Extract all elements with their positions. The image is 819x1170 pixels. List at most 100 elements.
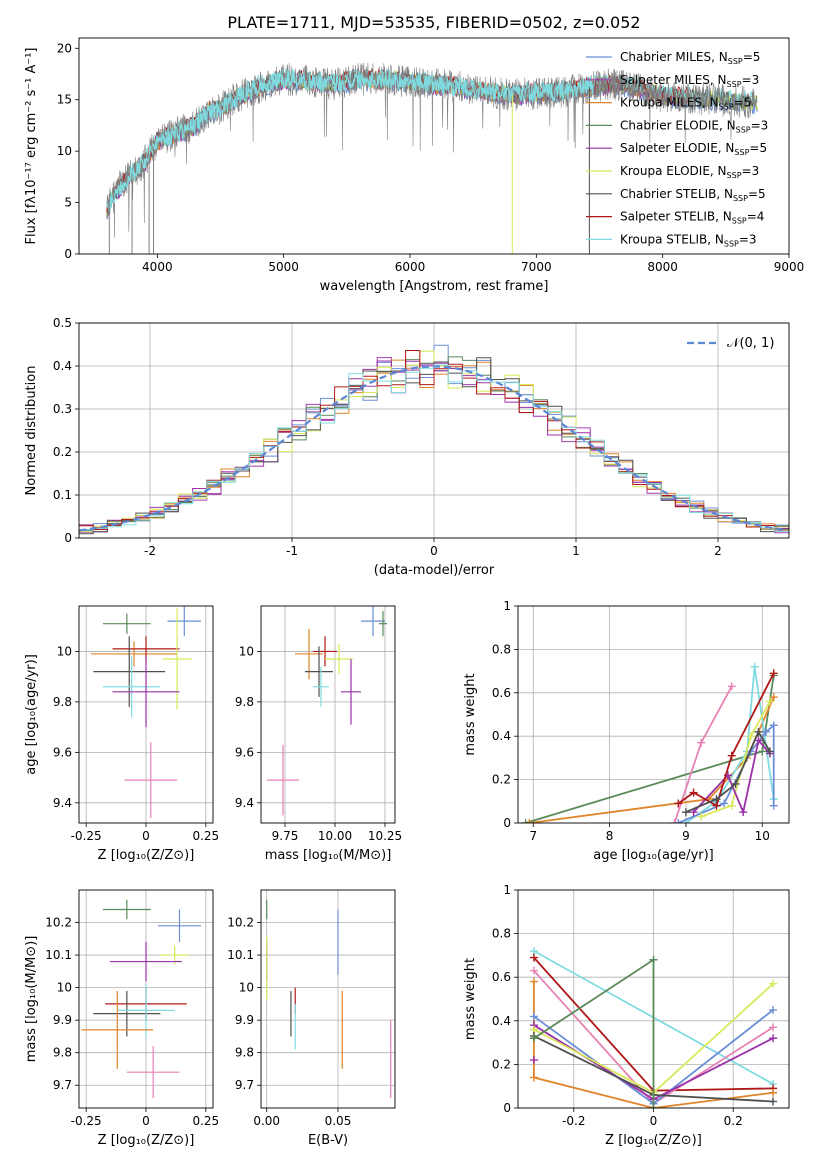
x-tick-label: 10: [755, 829, 770, 843]
y-tick-label: 9.6: [235, 745, 254, 759]
weight-point-marker: [674, 799, 683, 808]
y-tick-label: 0.2: [53, 445, 72, 459]
x-axis-label: Z [log₁₀(Z/Z⊙)]: [605, 1133, 702, 1148]
plot-area-residuals: [79, 344, 789, 535]
y-tick-label: 0.6: [492, 970, 511, 984]
y-tick-label: 0.6: [492, 686, 511, 700]
x-tick-label: 5000: [268, 260, 299, 274]
y-tick-label: 20: [57, 41, 72, 55]
legend-entry: Kroupa STELIB, NSSP=3: [620, 232, 757, 248]
x-tick-label: 9: [682, 829, 690, 843]
legend-entry-sub: SSP: [719, 103, 734, 112]
weight-point-marker: [769, 1023, 778, 1032]
y-tick-label: 10.1: [45, 948, 72, 962]
legend-entry-label: Salpeter STELIB, N: [620, 210, 732, 224]
weight-series-line: [525, 675, 775, 823]
plot-area-age_vs_Z: [90, 606, 202, 818]
legend-entry: Salpeter ELODIE, NSSP=5: [620, 141, 767, 157]
y-tick-label: 10.2: [227, 916, 254, 930]
x-tick-label: 0: [430, 544, 438, 558]
plot-area-age_vs_mass: [267, 606, 387, 816]
x-tick-label: 0: [650, 1114, 658, 1128]
panel-residuals: -2 -1 0 1 2 0 0.1 0.2 0.3 0.4 0.5 (data-model)/erro…: [24, 316, 790, 578]
legend-entry-sub: SSP: [724, 239, 739, 248]
plot-area-spectrum: [106, 62, 758, 254]
observed-spectrum-line: [106, 62, 758, 238]
weight-point-marker: [765, 697, 774, 706]
weight-point-marker: [750, 662, 759, 671]
weight-point-marker: [529, 1034, 538, 1043]
x-tick-label: 0.2: [724, 1114, 743, 1128]
x-axis-label: E(B-V): [308, 1133, 348, 1148]
plot-area-weight_vs_Z: [529, 947, 778, 1108]
legend-entry: Salpeter STELIB, NSSP=4: [620, 210, 764, 226]
y-tick-label: 9.7: [53, 1078, 72, 1092]
weight-point-marker: [529, 1056, 538, 1065]
weight-point-marker: [769, 669, 778, 678]
legend-entry-sub: SSP: [736, 125, 751, 134]
weight-point-marker: [521, 819, 530, 823]
x-tick-label: -2: [144, 544, 156, 558]
weight-point-marker: [769, 1097, 778, 1106]
y-tick-label: 9.4: [53, 796, 72, 810]
weight-point-marker: [769, 721, 778, 730]
plot-layer: 4000 5000 6000 7000 8000 900005101520waveleng…: [24, 37, 804, 1148]
weight-point-marker: [727, 751, 736, 760]
weight-point-marker: [762, 727, 771, 736]
plot-area-mass_vs_ebv: [266, 899, 392, 1099]
panel-weight_vs_age: 7 8 9 10 0 0.2 0.4 0.6 0.8 1 age [log₁₀(age/yr)] ma…: [463, 599, 790, 863]
y-axis-label: mass weight: [463, 958, 478, 1040]
axes-frame: [260, 889, 396, 1109]
legend-entry-n: =4: [747, 210, 765, 224]
legend-entry-label: Chabrier STELIB, N: [620, 187, 733, 201]
x-axis-label: (data-model)/error: [374, 563, 495, 578]
axes-frame: [78, 605, 214, 824]
x-tick-label: 8: [606, 829, 614, 843]
weight-point-marker: [720, 799, 729, 808]
weight-point-marker: [769, 1088, 778, 1097]
y-tick-label: 9.6: [53, 745, 72, 759]
legend-entry-label: Chabrier ELODIE, N: [620, 118, 736, 132]
y-axis-label: Normed distribution: [24, 366, 39, 496]
y-tick-label: 9.4: [235, 796, 254, 810]
x-tick-label: -0.2: [562, 1114, 585, 1128]
y-tick-label: 9.7: [235, 1078, 254, 1092]
panel-weight_vs_Z: -0.2 0 0.2 0 0.2 0.4 0.6 0.8 1 Z [log₁₀(Z/Z⊙)] mas…: [463, 883, 790, 1148]
weight-point-marker: [769, 693, 778, 702]
legend-entry: Chabrier STELIB, NSSP=5: [620, 187, 766, 203]
x-tick-label: -1: [286, 544, 298, 558]
legend-entry: 𝒩(0, 1): [727, 336, 774, 351]
weight-point-marker: [754, 727, 763, 736]
legend-entry-n: =5: [734, 96, 752, 110]
x-tick-label: 0.25: [192, 829, 219, 843]
y-tick-label: 9.9: [53, 1013, 72, 1027]
legend-entry-sub: SSP: [734, 148, 749, 157]
legend-entry-sub: SSP: [728, 57, 743, 66]
weight-point-marker: [697, 812, 706, 821]
weight-point-marker: [529, 1012, 538, 1021]
panel-age_vs_Z: -0.25 0 0.25 9.4 9.6 9.8 10 Z [log₁₀(Z/Z⊙)] age …: [24, 605, 219, 863]
panel-mass_vs_ebv: 0.00 0.05 9.7 9.8 9.9 10 10.1 10.2 E(B-V): [227, 889, 396, 1148]
x-tick-label: 10.25: [368, 829, 402, 843]
normal-curve: [79, 365, 787, 532]
y-tick-label: 1: [503, 599, 511, 613]
legend-entry: Salpeter MILES, NSSP=3: [620, 73, 759, 89]
x-axis-label: Z [log₁₀(Z/Z⊙)]: [98, 848, 195, 863]
x-tick-label: 1: [572, 544, 580, 558]
weight-point-marker: [529, 1073, 538, 1082]
legend-entry-sub: SSP: [727, 80, 742, 89]
y-tick-label: 9.8: [235, 695, 254, 709]
y-tick-label: 0.4: [492, 729, 511, 743]
x-tick-label: 0.25: [192, 1114, 219, 1128]
legend-entry-label: Chabrier MILES, N: [620, 50, 728, 64]
legend-entry-n: =3: [742, 73, 760, 87]
y-tick-label: 9.9: [235, 1013, 254, 1027]
weight-point-marker: [769, 801, 778, 810]
x-tick-label: 0.00: [253, 1114, 280, 1128]
y-tick-label: 15: [57, 93, 72, 107]
weight-point-marker: [769, 1005, 778, 1014]
y-axis-label: age [log₁₀(age/yr)]: [24, 654, 39, 775]
legend-entry-n: =3: [742, 164, 760, 178]
